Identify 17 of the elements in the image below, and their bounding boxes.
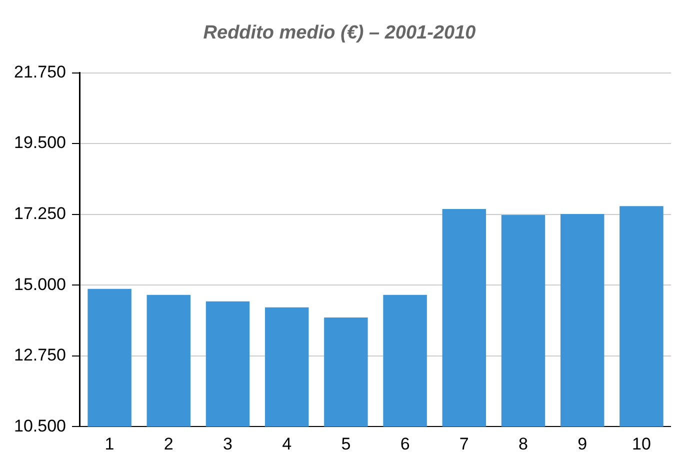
x-tick-label: 9 bbox=[578, 434, 588, 454]
chart-title: Reddito medio (€) – 2001-2010 bbox=[203, 22, 476, 44]
y-tick-label: 21.750 bbox=[14, 62, 66, 82]
x-tick-label: 6 bbox=[400, 434, 410, 454]
y-tick-label: 10.500 bbox=[14, 416, 66, 436]
x-tick-label: 7 bbox=[459, 434, 469, 454]
x-tick-label: 1 bbox=[104, 434, 114, 454]
x-tick-label: 10 bbox=[632, 434, 651, 454]
y-tick-label: 17.250 bbox=[14, 204, 66, 224]
x-tick-label: 4 bbox=[282, 434, 292, 454]
y-tick-label: 19.500 bbox=[14, 133, 66, 152]
x-tick-label: 8 bbox=[518, 434, 528, 454]
x-tick-label: 2 bbox=[164, 434, 174, 454]
y-tick-label: 15.000 bbox=[14, 274, 66, 294]
x-tick-label: 5 bbox=[341, 434, 351, 454]
y-tick-label: 12.750 bbox=[14, 346, 66, 365]
x-tick-label: 3 bbox=[223, 434, 232, 454]
